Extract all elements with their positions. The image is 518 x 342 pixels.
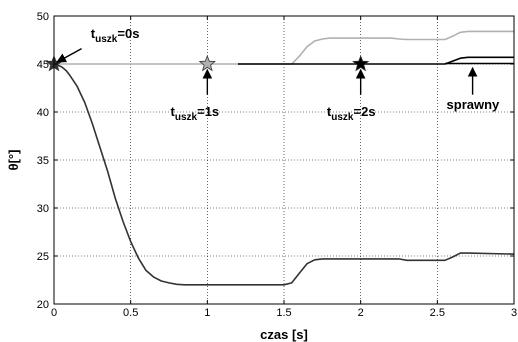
y-tick-label: 35 xyxy=(37,155,49,167)
y-axis-label: θ[°] xyxy=(6,150,21,171)
annot-t0-label: tuszk=0s xyxy=(91,26,140,45)
star-t1-marker xyxy=(198,54,216,72)
star-t2-marker xyxy=(352,54,370,72)
x-tick-label: 3 xyxy=(511,307,517,319)
annot-t2-sub: uszk xyxy=(331,112,354,123)
x-tick-label: 1.5 xyxy=(276,307,291,319)
annot-t1-label: tuszk=1s xyxy=(171,104,220,123)
x-tick-label: 0.5 xyxy=(123,307,138,319)
annot-sprawny-label: sprawny xyxy=(447,97,501,112)
y-tick-label: 40 xyxy=(37,107,49,119)
annot-t0-sub: uszk xyxy=(95,34,118,45)
x-axis-label: czas [s] xyxy=(260,327,308,342)
y-tick-label: 20 xyxy=(37,299,49,311)
annot-t0-main: t xyxy=(91,26,96,41)
y-tick-label: 45 xyxy=(37,59,49,71)
x-tick-label: 0 xyxy=(51,307,57,319)
series-line-0 xyxy=(53,63,515,286)
annot-t1-sub: uszk xyxy=(175,112,198,123)
annot-sprawny-main: sprawny xyxy=(447,97,501,112)
ticks: 0 0.5 1 1.5 2 2.5 3 20 25 30 35 40 45 50 xyxy=(37,11,517,319)
annot-t2-label: tuszk=2s xyxy=(327,104,376,123)
y-tick-label: 25 xyxy=(37,251,49,263)
x-tick-label: 2 xyxy=(358,307,364,319)
annot-t1-main: t xyxy=(171,104,176,119)
annot-t0-suffix: =0s xyxy=(117,26,139,41)
annot-t1-suffix: =1s xyxy=(197,104,219,119)
annot-t2-suffix: =2s xyxy=(354,104,376,119)
series-layer xyxy=(53,30,515,286)
x-tick-label: 1 xyxy=(204,307,210,319)
annot-t0-arrow xyxy=(56,48,82,63)
y-tick-label: 50 xyxy=(37,11,49,23)
y-tick-label: 30 xyxy=(37,203,49,215)
annot-t2-main: t xyxy=(327,104,332,119)
x-tick-label: 2.5 xyxy=(430,307,445,319)
